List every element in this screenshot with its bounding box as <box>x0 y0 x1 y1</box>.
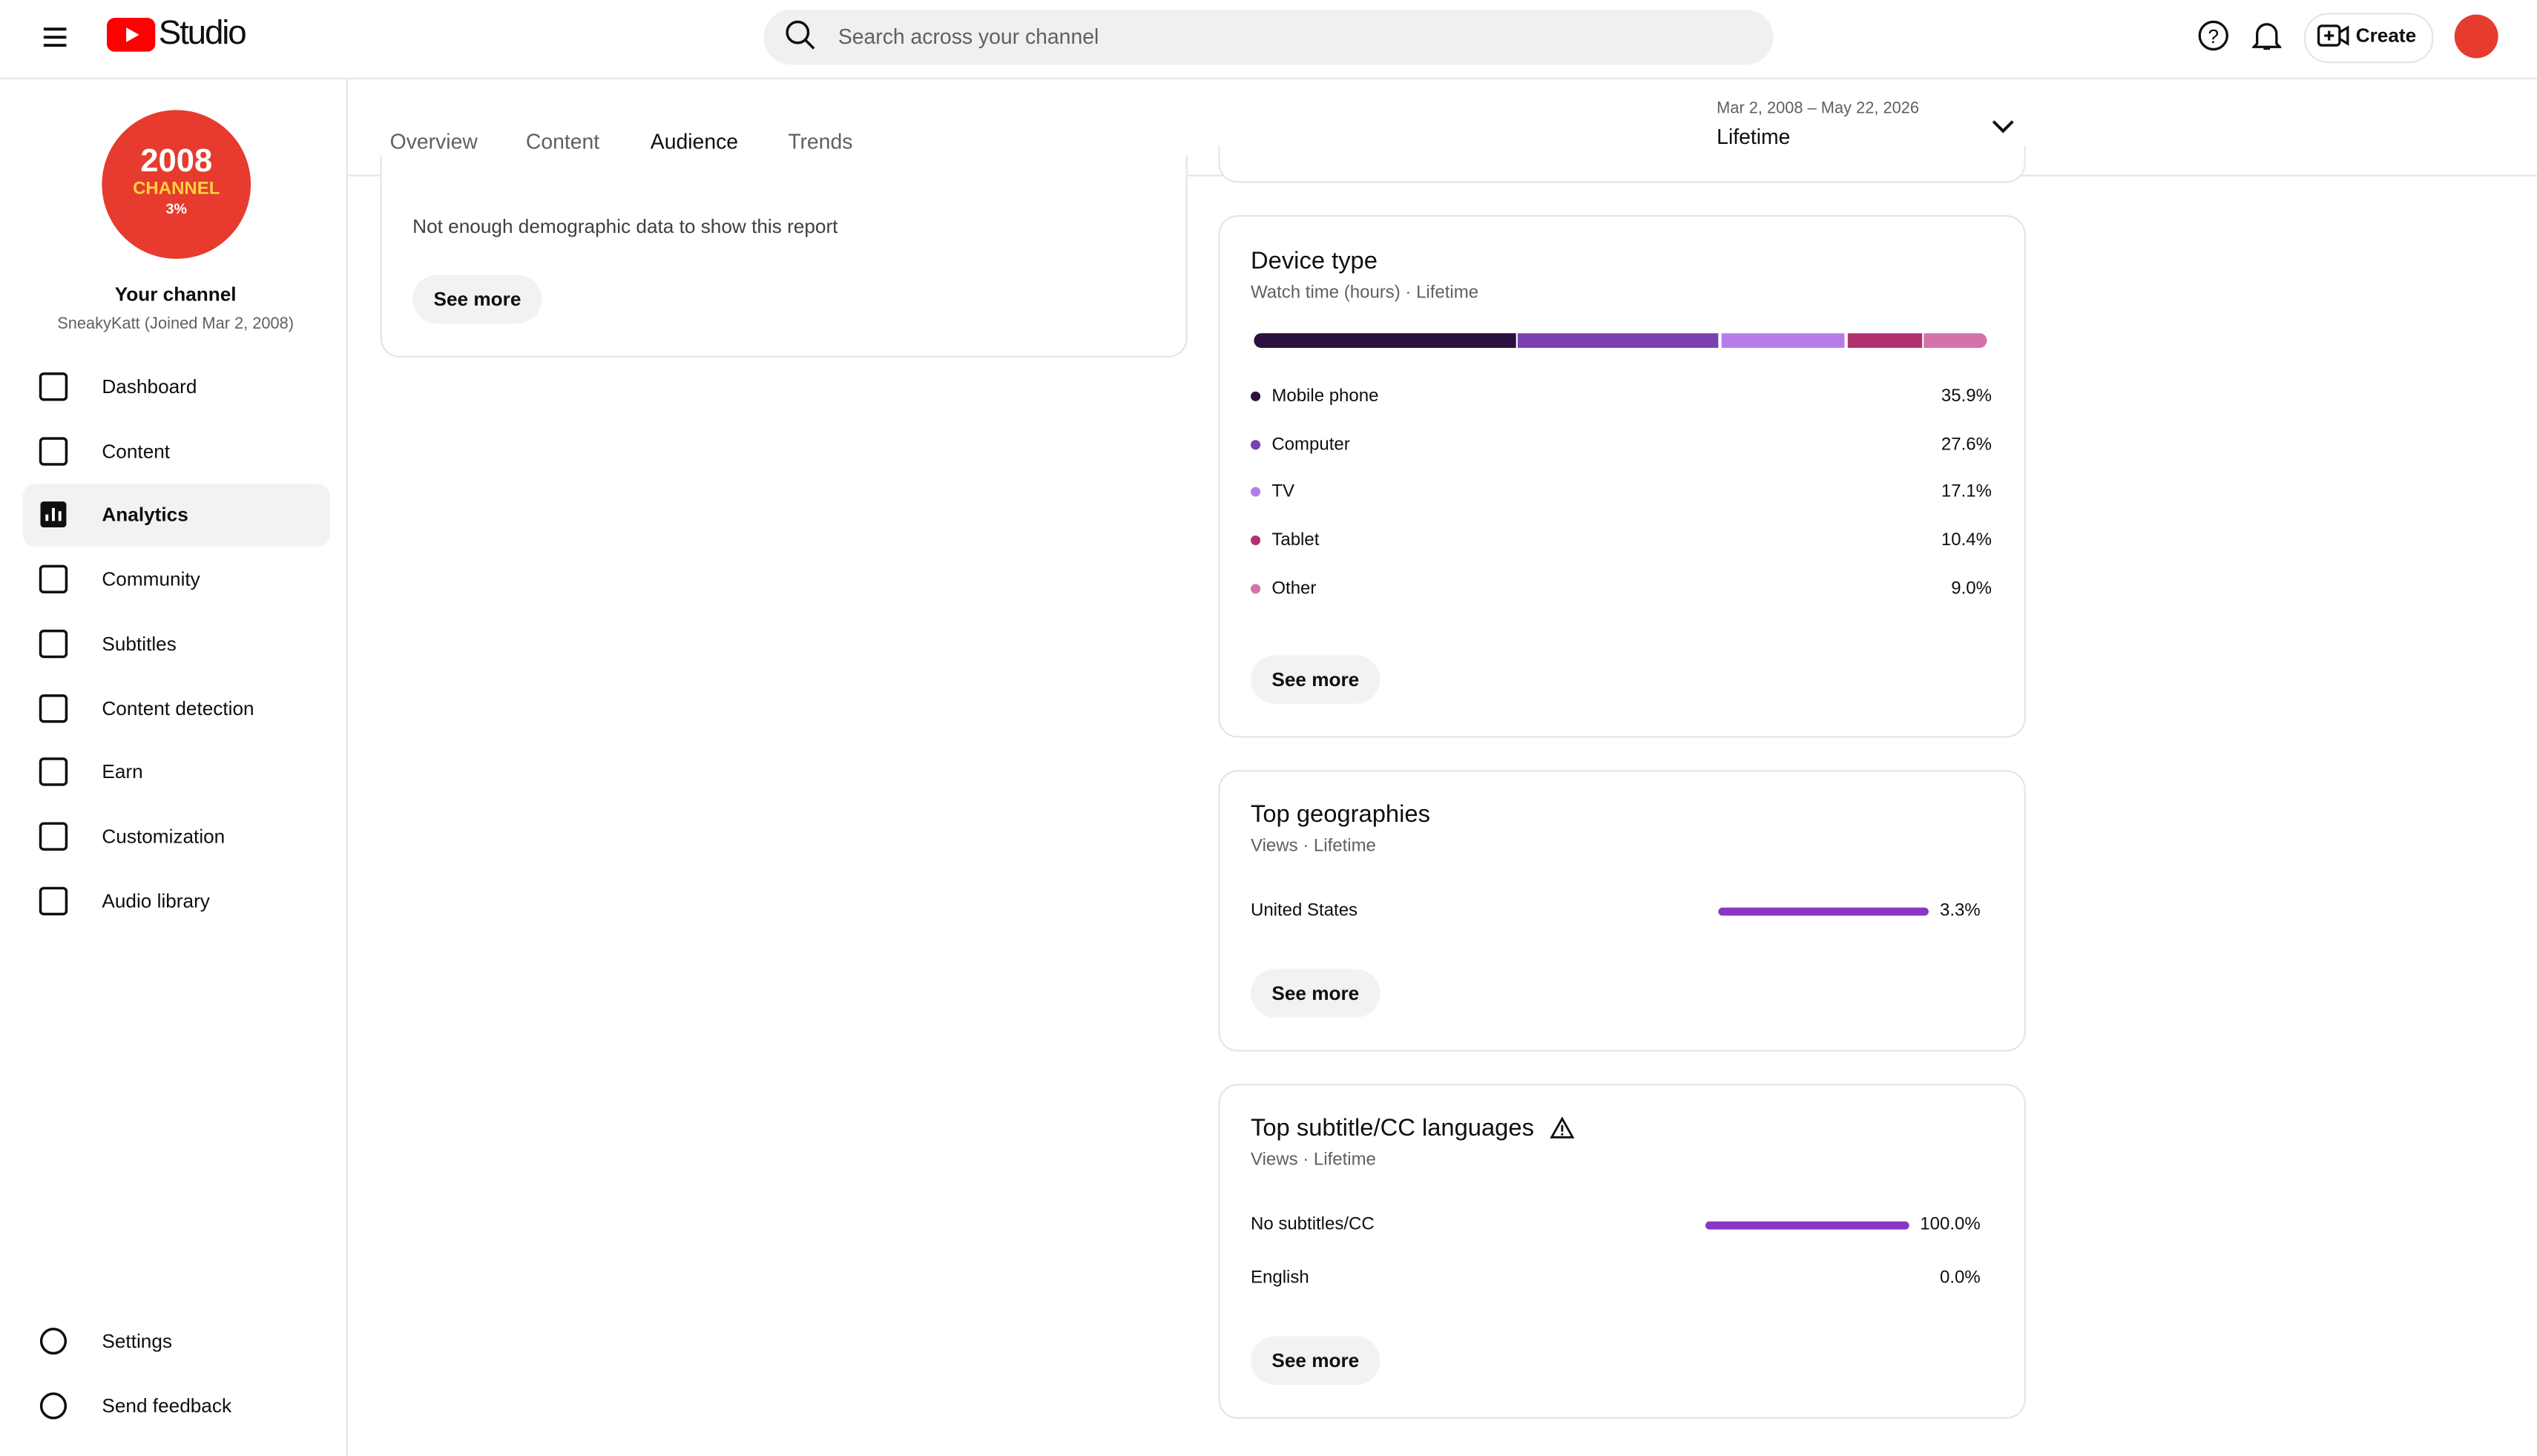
row-bar <box>1718 906 1929 915</box>
see-more-button[interactable]: See more <box>412 274 542 324</box>
help-icon[interactable]: ? <box>2197 19 2230 52</box>
row-value: 0.0% <box>1939 1268 1981 1288</box>
device-bar-segment <box>1254 333 1516 348</box>
nav-icon <box>39 757 68 786</box>
nav-item[interactable]: Analytics <box>102 504 188 527</box>
nav-item[interactable]: Customization <box>102 825 226 848</box>
see-more-button[interactable]: See more <box>1251 1336 1381 1386</box>
legend-dot <box>1251 583 1261 594</box>
demographics-message: Not enough demographic data to show this… <box>412 215 838 238</box>
legend-dot <box>1251 536 1261 546</box>
device-value: 10.4% <box>1941 530 1992 550</box>
nav-icon <box>39 822 68 851</box>
previous-card <box>1218 145 2026 183</box>
device-name: Other <box>1271 579 1317 599</box>
channel-name: Your channel <box>114 283 237 306</box>
device-name: TV <box>1271 482 1295 502</box>
row-value: 100.0% <box>1920 1215 1981 1235</box>
demographics-card <box>380 155 1188 358</box>
card-title: Top geographies <box>1251 800 1430 829</box>
top-bar <box>0 0 2537 79</box>
notifications-icon[interactable] <box>2252 19 2282 52</box>
card-title: Device type <box>1251 247 1378 275</box>
row-name: English <box>1251 1268 1309 1288</box>
row-name: No subtitles/CC <box>1251 1215 1375 1235</box>
search-box[interactable] <box>763 10 1774 65</box>
nav-icon <box>39 1392 68 1420</box>
channel-subtitle: SneakyKatt (Joined Mar 2, 2008) <box>57 315 294 334</box>
device-value: 9.0% <box>1951 579 1992 599</box>
device-name: Computer <box>1271 435 1350 455</box>
row-name: United States <box>1251 900 1358 921</box>
nav-item[interactable]: Send feedback <box>102 1394 232 1417</box>
warning-icon[interactable] <box>1550 1116 1575 1139</box>
nav-icon <box>39 564 68 594</box>
card-subtitle: Views · Lifetime <box>1251 1150 1376 1170</box>
nav-item[interactable]: Earn <box>102 760 143 784</box>
legend-dot <box>1251 487 1261 498</box>
see-more-button[interactable]: See more <box>1251 655 1381 704</box>
nav-icon <box>39 372 68 401</box>
search-icon <box>786 20 815 50</box>
nav-icon <box>40 501 67 528</box>
date-range[interactable]: Mar 2, 2008 – May 22, 2026 <box>1717 100 1919 119</box>
nav-icon <box>39 436 68 466</box>
device-name: Tablet <box>1271 530 1320 550</box>
device-value: 27.6% <box>1941 435 1992 455</box>
row-value: 3.3% <box>1939 900 1981 921</box>
device-bar-segment <box>1721 333 1845 348</box>
device-name: Mobile phone <box>1271 386 1379 406</box>
device-bar-segment <box>1847 333 1922 348</box>
device-value: 17.1% <box>1941 482 1992 502</box>
avatar-line: 2008 <box>140 144 213 180</box>
tab[interactable]: Overview <box>389 129 478 154</box>
card-subtitle: Watch time (hours) · Lifetime <box>1251 283 1479 303</box>
legend-dot <box>1251 391 1261 401</box>
tab[interactable]: Trends <box>788 129 853 154</box>
device-value: 35.9% <box>1941 386 1992 406</box>
logo-icon[interactable] <box>106 17 156 52</box>
dropdown-icon[interactable] <box>1990 116 2016 136</box>
device-type-card <box>1218 215 2026 738</box>
row-bar <box>1705 1220 1909 1229</box>
card-subtitle: Views · Lifetime <box>1251 836 1376 856</box>
legend-dot <box>1251 439 1261 449</box>
account-avatar[interactable] <box>2454 14 2498 59</box>
nav-item[interactable]: Content detection <box>102 696 254 719</box>
tab[interactable]: Audience <box>650 129 739 154</box>
nav-item[interactable]: Settings <box>102 1329 172 1353</box>
avatar-line: CHANNEL <box>133 179 220 200</box>
nav-item[interactable]: Content <box>102 439 171 463</box>
avatar-text: 2008 CHANNEL 3% <box>102 145 251 217</box>
create-icon <box>2317 24 2349 47</box>
nav-item[interactable]: Subtitles <box>102 632 177 655</box>
nav-item[interactable]: Community <box>102 567 200 591</box>
nav-item[interactable]: Dashboard <box>102 375 197 398</box>
menu-icon[interactable] <box>39 23 71 52</box>
avatar-line: 3% <box>165 200 187 217</box>
card-title: Top subtitle/CC languages <box>1251 1114 1534 1142</box>
nav-icon <box>39 629 68 658</box>
channel-avatar[interactable]: 2008 CHANNEL 3% <box>102 110 251 259</box>
nav-active-bg <box>22 484 330 548</box>
device-bar-segment <box>1518 333 1720 348</box>
nav-icon <box>39 886 68 915</box>
create-button[interactable] <box>2303 13 2434 64</box>
nav-icon <box>39 694 68 722</box>
tab[interactable]: Content <box>525 129 600 154</box>
svg-text:?: ? <box>2208 25 2219 47</box>
device-bar-segment <box>1924 333 1988 348</box>
sidebar <box>0 79 348 1456</box>
date-period[interactable]: Lifetime <box>1717 124 1791 149</box>
nav-icon <box>39 1328 68 1355</box>
nav-item[interactable]: Audio library <box>102 889 210 912</box>
create-label[interactable]: Create <box>2355 24 2417 47</box>
see-more-button[interactable]: See more <box>1251 969 1381 1018</box>
search-placeholder: Search across your channel <box>838 24 1099 49</box>
logo-text[interactable]: Studio <box>158 14 247 52</box>
